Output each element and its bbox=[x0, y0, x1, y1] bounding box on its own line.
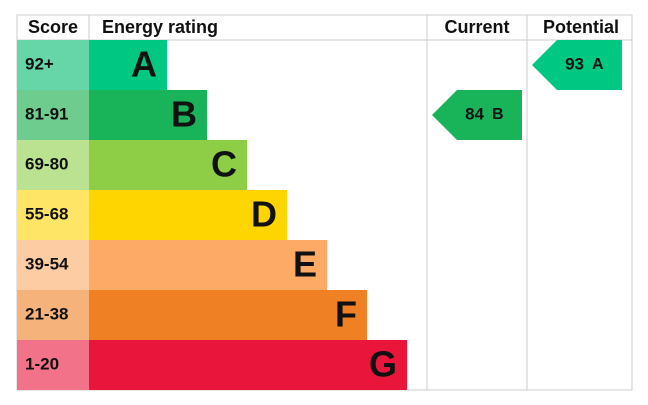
rating-letter: F bbox=[335, 294, 357, 335]
score-cell bbox=[17, 340, 89, 390]
rating-letter: B bbox=[171, 94, 197, 135]
current-value: 84 bbox=[465, 104, 484, 123]
rating-letter: G bbox=[369, 344, 397, 385]
rating-bar bbox=[89, 290, 367, 340]
rating-letter: E bbox=[293, 244, 317, 285]
rating-bar bbox=[89, 40, 167, 90]
score-cell bbox=[17, 40, 89, 90]
current-letter: B bbox=[492, 106, 504, 123]
score-label: 69-80 bbox=[25, 154, 68, 173]
score-cell bbox=[17, 190, 89, 240]
score-cell bbox=[17, 290, 89, 340]
rating-letter: A bbox=[131, 44, 157, 85]
score-label: 81-91 bbox=[25, 104, 68, 123]
rating-bar bbox=[89, 240, 327, 290]
rating-letter: C bbox=[211, 144, 237, 185]
score-label: 92+ bbox=[25, 54, 54, 73]
rating-letter: D bbox=[251, 194, 277, 235]
score-cell bbox=[17, 140, 89, 190]
rating-bar bbox=[89, 140, 247, 190]
score-label: 39-54 bbox=[25, 254, 69, 273]
score-cell bbox=[17, 90, 89, 140]
header-potential: Potential bbox=[543, 17, 619, 37]
rating-bar bbox=[89, 340, 407, 390]
potential-arrow bbox=[532, 40, 622, 90]
rating-bar bbox=[89, 90, 207, 140]
score-label: 21-38 bbox=[25, 304, 68, 323]
header-rating: Energy rating bbox=[102, 17, 218, 37]
potential-value: 93 bbox=[565, 54, 584, 73]
score-label: 1-20 bbox=[25, 354, 59, 373]
current-arrow bbox=[432, 90, 522, 140]
score-label: 55-68 bbox=[25, 204, 68, 223]
score-cell bbox=[17, 240, 89, 290]
header-score: Score bbox=[28, 17, 78, 37]
header-current: Current bbox=[444, 17, 509, 37]
potential-letter: A bbox=[592, 56, 604, 73]
rating-bar bbox=[89, 190, 287, 240]
